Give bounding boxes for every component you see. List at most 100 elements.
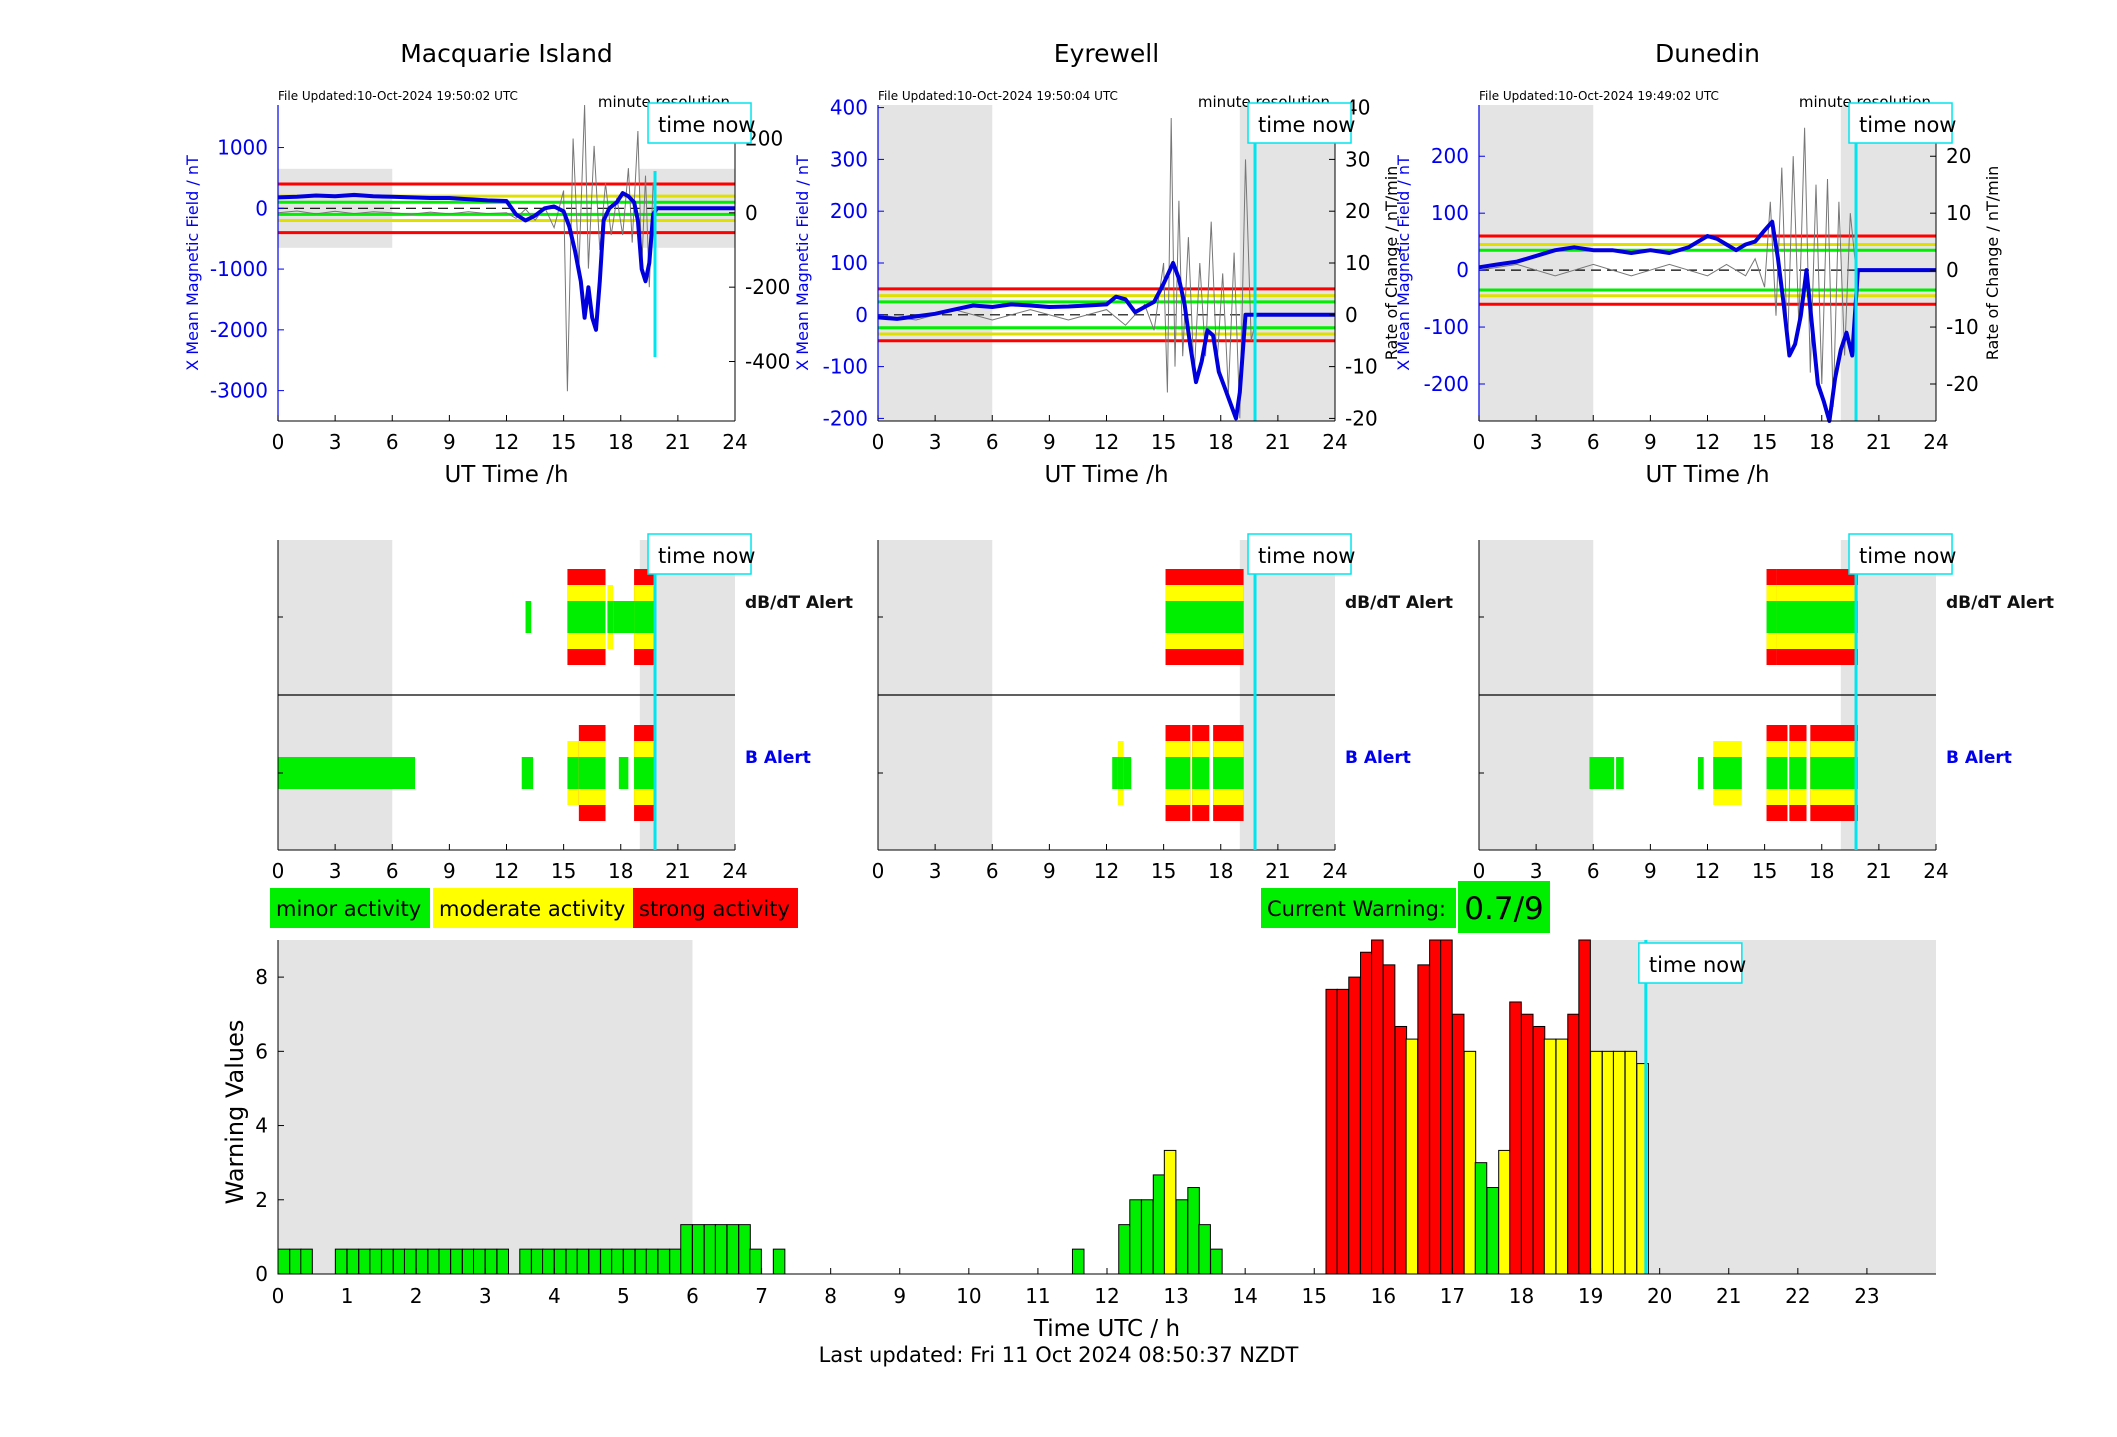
left-tick-label: 300 <box>830 147 868 171</box>
warning-bar <box>300 1248 313 1275</box>
x-tick-label: 0 <box>872 430 885 454</box>
warning-bar <box>1371 939 1384 1275</box>
x-tick-label: 12 <box>494 430 519 454</box>
right-tick-label: -400 <box>745 350 790 374</box>
left-tick-label: 200 <box>830 199 868 223</box>
x-tick-label: 9 <box>893 1284 906 1308</box>
b-alert-bar-minor <box>278 757 416 789</box>
warning-bar <box>553 1248 567 1275</box>
warning-bar <box>289 1248 302 1275</box>
x-tick-label: 9 <box>1644 859 1657 883</box>
field-series <box>877 261 1335 421</box>
x-axis-label: UT Time /h <box>444 462 568 488</box>
x-tick-label: 24 <box>1322 859 1347 883</box>
night-shade <box>278 940 693 1274</box>
x-tick-label: 15 <box>1151 859 1176 883</box>
warning-bar <box>381 1248 394 1275</box>
dbdt-alert-bar-minor <box>634 601 656 633</box>
y-axis-label: Warning Values <box>221 1020 249 1205</box>
left-tick-label: -100 <box>823 355 868 379</box>
right-tick-label: -10 <box>1946 315 1979 339</box>
x-tick-label: 1 <box>341 1284 354 1308</box>
warning-bar <box>1210 1248 1223 1275</box>
warning-bar <box>1325 988 1339 1275</box>
right-tick-label: 30 <box>1345 147 1370 171</box>
x-axis-label: UT Time /h <box>1645 462 1769 488</box>
right-tick-label: 10 <box>1345 251 1370 275</box>
b-alert-bar-minor <box>578 757 606 789</box>
b-alert-bar-minor <box>1165 757 1191 789</box>
warning-bar <box>1129 1199 1142 1275</box>
right-tick-label: 20 <box>1345 199 1370 223</box>
activity-legend: minor activity moderate activity strong ac… <box>270 888 798 928</box>
y-tick-label: 2 <box>255 1188 268 1212</box>
x-tick-label: 3 <box>329 430 342 454</box>
dbdt-alert-label: dB/dT Alert <box>745 593 853 613</box>
time-now-box <box>647 533 752 575</box>
warning-bar <box>1498 1149 1511 1275</box>
dbdt-alert-bar-minor <box>613 601 635 633</box>
dbdt-alert-bar-minor <box>1776 601 1858 633</box>
x-tick-label: 6 <box>1587 430 1600 454</box>
time-now-label: time now <box>1859 113 1956 137</box>
warning-bar <box>346 1248 360 1275</box>
x-tick-label: 12 <box>1695 859 1720 883</box>
left-axis-label: X Mean Magnetic Field / nT <box>793 155 812 371</box>
time-now-label: time now <box>1649 953 1746 977</box>
warning-bar <box>542 1248 555 1275</box>
x-tick-label: 12 <box>1695 430 1720 454</box>
x-tick-label: 23 <box>1854 1284 1879 1308</box>
x-tick-label: 9 <box>1043 430 1056 454</box>
warning-bar <box>565 1248 579 1275</box>
x-tick-label: 3 <box>1530 430 1543 454</box>
x-tick-label: 0 <box>1473 430 1486 454</box>
right-tick-label: -200 <box>745 275 790 299</box>
x-tick-label: 24 <box>1322 430 1347 454</box>
warning-bar <box>277 1248 291 1275</box>
x-tick-label: 6 <box>1587 859 1600 883</box>
warning-bar <box>1071 1248 1085 1275</box>
time-now-box <box>1848 102 1953 144</box>
x-tick-label: 18 <box>608 430 633 454</box>
x-tick-label: 18 <box>1208 430 1233 454</box>
x-tick-label: 21 <box>1866 859 1891 883</box>
field-series <box>277 191 735 332</box>
alert-panel-1: 0 3 6 9 12 15 18 21 24 time now dB/dT Alert B Alert <box>872 533 1453 883</box>
warning-bar <box>611 1248 624 1275</box>
warning-bar <box>473 1248 486 1275</box>
warning-bar <box>669 1248 682 1275</box>
x-tick-label: 9 <box>443 430 456 454</box>
warning-bar <box>484 1248 498 1275</box>
warning-bar <box>1360 951 1373 1275</box>
warning-bar <box>334 1248 348 1275</box>
right-tick-label: 0 <box>1946 258 1959 282</box>
time-now-label: time now <box>1258 113 1355 137</box>
warning-bar <box>1141 1199 1154 1275</box>
night-shade <box>878 105 993 421</box>
left-tick-label: 200 <box>1431 144 1469 168</box>
x-tick-label: 3 <box>929 430 942 454</box>
current-warning: Current Warning: 0.7/9 <box>1261 881 1550 933</box>
x-tick-label: 15 <box>1752 859 1777 883</box>
time-now-box <box>1247 102 1352 144</box>
time-now-box <box>1848 533 1953 575</box>
warning-bar <box>772 1248 786 1275</box>
b-alert-bar-minor <box>1213 757 1244 789</box>
time-now-label: time now <box>658 544 755 568</box>
right-axis-label: Rate of Change / nT/min <box>1382 166 1401 361</box>
left-tick-label: 100 <box>830 251 868 275</box>
b-alert-bar-minor <box>1192 757 1210 789</box>
warning-bar <box>1567 1013 1580 1275</box>
x-tick-label: 6 <box>386 859 399 883</box>
warning-bar <box>1163 1149 1177 1275</box>
right-tick-label: 0 <box>1345 303 1358 327</box>
legend-strong-swatch <box>633 888 798 928</box>
x-tick-label: 15 <box>1302 1284 1327 1308</box>
warning-bar <box>531 1248 544 1275</box>
x-tick-label: 17 <box>1440 1284 1465 1308</box>
right-tick-label: 10 <box>1946 201 1971 225</box>
warning-bar <box>738 1224 751 1275</box>
b-alert-bar-minor <box>1713 757 1742 789</box>
y-tick-label: 4 <box>255 1114 268 1138</box>
warning-bar <box>1555 1038 1569 1275</box>
